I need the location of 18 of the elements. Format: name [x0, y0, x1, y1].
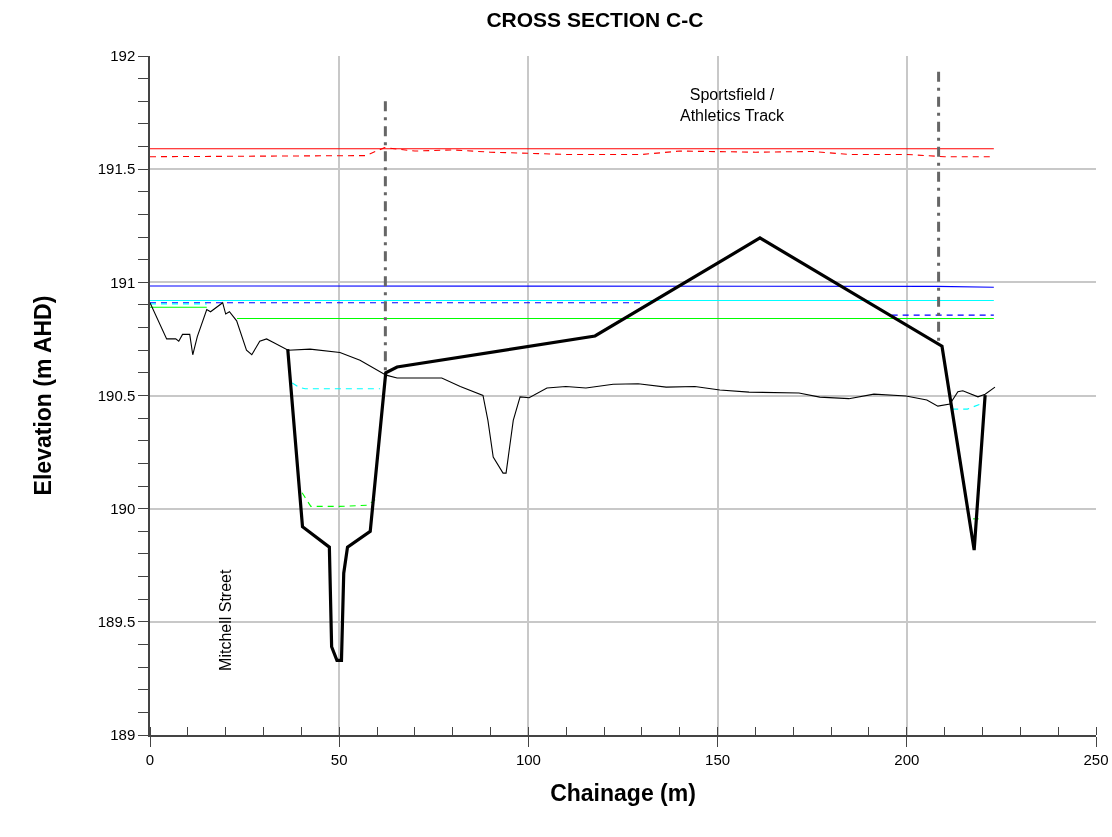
x-axis-title: Chainage (m)	[550, 779, 696, 806]
annotation: Mitchell Street	[217, 569, 235, 671]
x-tick-label: 150	[705, 750, 731, 768]
annotation: Sportsfield / Athletics Track	[680, 86, 786, 124]
y-tick-label: 190	[110, 499, 136, 517]
x-tick-label: 0	[145, 750, 155, 768]
chart-title: CROSS SECTION C-C	[486, 8, 704, 32]
y-tick-label: 189.5	[97, 613, 136, 631]
y-tick-label: 191	[110, 273, 136, 291]
x-tick-label: 100	[515, 750, 541, 768]
y-tick-label: 192	[110, 47, 136, 65]
x-tick-label: 50	[330, 750, 348, 768]
y-tick-label: 191.5	[97, 160, 136, 178]
y-axis-title: Elevation (m AHD)	[29, 295, 56, 496]
x-tick-label: 200	[894, 750, 920, 768]
y-tick-label: 189	[110, 726, 136, 744]
x-tick-label: 250	[1083, 750, 1109, 768]
y-tick-label: 190.5	[97, 386, 136, 404]
